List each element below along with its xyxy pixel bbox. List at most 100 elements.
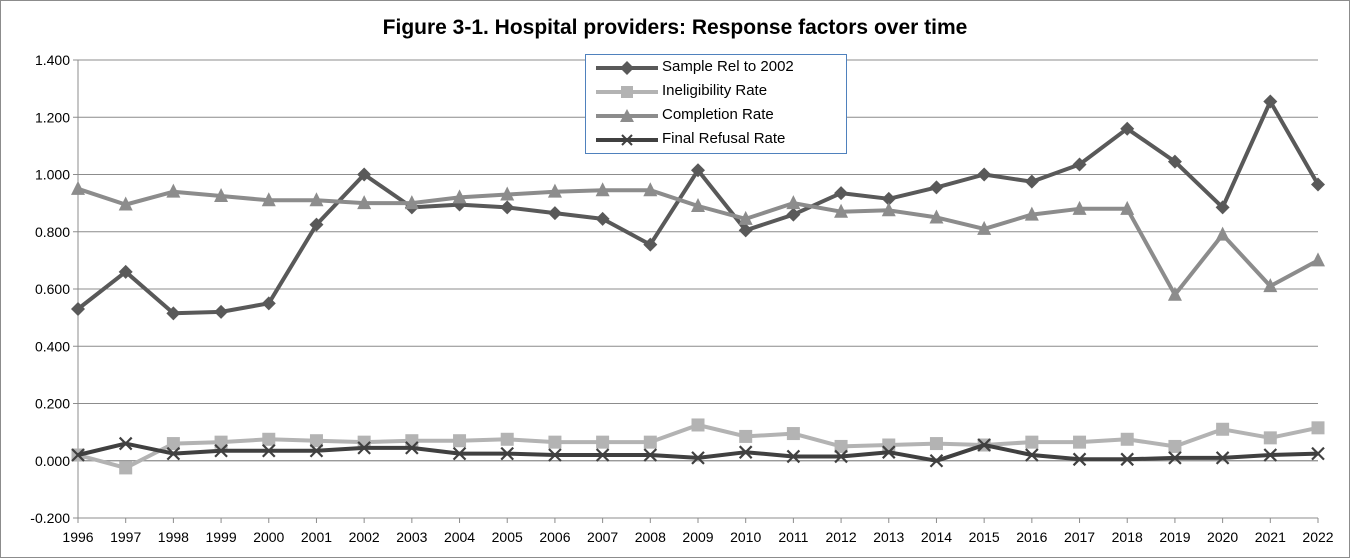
data-point — [309, 443, 324, 458]
data-point — [882, 438, 896, 452]
data-point — [166, 306, 181, 321]
x-tick-label: 2006 — [539, 529, 570, 545]
series-layer — [71, 94, 1325, 475]
x-tick-label: 1996 — [62, 529, 93, 545]
data-point-stroke — [1120, 452, 1135, 467]
legend-label: Completion Rate — [662, 106, 774, 123]
data-point — [405, 434, 419, 448]
x-tick-label: 1998 — [158, 529, 189, 545]
y-tick-label: 1.200 — [35, 109, 70, 125]
data-point-stroke — [71, 448, 85, 462]
data-point — [500, 446, 515, 461]
legend-item-completion: Completion Rate — [586, 104, 848, 128]
data-point — [929, 437, 943, 451]
data-point — [691, 163, 705, 178]
data-point — [214, 304, 229, 319]
data-point — [1072, 200, 1087, 215]
data-point — [1120, 121, 1135, 136]
legend-item-final-refusal: Final Refusal Rate — [586, 128, 848, 152]
chart-title: Figure 3-1. Hospital providers: Response… — [382, 16, 968, 39]
data-point — [166, 437, 180, 451]
data-point — [309, 434, 323, 448]
data-point — [1073, 435, 1087, 449]
x-tick-label: 2012 — [825, 529, 856, 545]
data-point-stroke — [357, 441, 371, 455]
data-point — [834, 439, 848, 453]
data-point — [262, 432, 276, 446]
data-point — [595, 211, 610, 226]
x-tick-label: 2014 — [921, 529, 952, 545]
x-tick-label: 2020 — [1207, 529, 1238, 545]
data-point — [166, 446, 181, 461]
x-tick-label: 2001 — [301, 529, 332, 545]
data-point-stroke — [1072, 452, 1087, 467]
data-point — [166, 183, 181, 198]
data-point — [786, 207, 801, 222]
data-point-stroke — [1025, 448, 1039, 462]
data-point — [834, 203, 849, 218]
data-point — [1215, 200, 1230, 215]
data-point — [357, 167, 372, 182]
data-point-stroke — [452, 446, 467, 461]
data-point — [214, 187, 229, 202]
data-point — [1120, 452, 1135, 467]
data-point — [1311, 252, 1325, 267]
x-tick-label: 2019 — [1159, 529, 1190, 545]
data-point — [500, 432, 514, 446]
data-point — [1311, 177, 1325, 192]
data-point — [691, 418, 705, 432]
data-point — [71, 448, 85, 462]
x-tick-label: 2003 — [396, 529, 427, 545]
data-point — [786, 195, 801, 210]
legend-swatch-x — [596, 134, 658, 146]
data-point — [1024, 206, 1039, 221]
x-tick-label: 2011 — [778, 529, 808, 545]
data-point — [977, 167, 992, 182]
data-point — [309, 192, 324, 207]
x-tick-label: 2009 — [682, 529, 713, 545]
data-point — [118, 436, 133, 451]
data-point — [1167, 286, 1182, 301]
data-point — [500, 186, 515, 201]
data-point — [929, 180, 944, 195]
x-tick-label: 2016 — [1016, 529, 1047, 545]
data-point — [738, 445, 753, 459]
x-tick-label: 2005 — [492, 529, 523, 545]
data-point — [739, 429, 753, 443]
data-point — [309, 217, 324, 232]
data-point — [786, 427, 800, 441]
x-tick-label: 2008 — [635, 529, 666, 545]
data-point — [119, 461, 133, 475]
data-point — [452, 446, 467, 461]
data-point — [118, 196, 133, 211]
y-tick-label: 0.600 — [35, 281, 70, 297]
data-point — [691, 451, 705, 465]
x-tick-label: 2004 — [444, 529, 475, 545]
legend-swatch-diamond — [596, 61, 658, 75]
data-point — [881, 191, 896, 206]
y-tick-label: 0.200 — [35, 396, 70, 412]
x-tick-label: 2021 — [1255, 529, 1286, 545]
y-tick-label: -0.200 — [30, 510, 70, 526]
data-point-stroke — [881, 445, 896, 459]
data-point — [1215, 226, 1230, 241]
data-point — [1263, 431, 1277, 445]
data-point — [834, 449, 848, 464]
data-point-stroke — [1168, 451, 1182, 465]
data-point — [643, 182, 658, 197]
data-point — [1263, 278, 1278, 293]
data-point — [1263, 94, 1278, 109]
data-point-stroke — [738, 445, 753, 459]
data-point — [691, 197, 705, 212]
data-point — [547, 183, 562, 198]
data-point-stroke — [548, 448, 562, 462]
x-tick-label: 2015 — [969, 529, 1000, 545]
data-point — [1311, 421, 1325, 435]
data-point — [71, 302, 85, 317]
data-point — [261, 192, 276, 207]
legend-item-sample-rel: Sample Rel to 2002 — [586, 56, 848, 80]
data-point — [881, 445, 896, 459]
data-point — [977, 438, 991, 452]
data-point-stroke — [405, 441, 419, 455]
